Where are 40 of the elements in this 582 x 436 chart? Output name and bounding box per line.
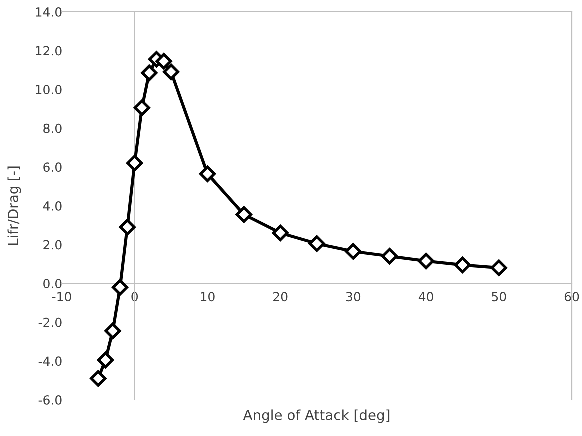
x-tick-label: 30 [346,292,361,302]
point [345,243,362,260]
y-tick-label: 6.0 [44,162,62,172]
x-tick-label: -10 [52,292,72,302]
point [156,53,172,70]
y-tick-label: 4.0 [43,201,62,211]
x-tick-label: 50 [492,292,506,302]
y-tick-label: 2.0 [44,240,62,250]
y-tick-label: 8.0 [44,124,62,134]
y-tick-label: 0.0 [44,279,62,289]
point [382,248,398,265]
x-tick-label: 20 [274,292,288,302]
point [112,279,129,296]
point [104,322,122,340]
y-tick-label: 10.0 [36,85,62,95]
point [199,166,216,182]
point [141,64,158,82]
x-axis-title: Angle of Attack [deg] [243,410,390,424]
point [418,253,435,270]
point [236,206,252,223]
point [308,236,326,252]
y-tick-label: -6.0 [38,395,62,405]
point [119,219,136,236]
point [97,352,114,368]
x-tick-label: 10 [201,292,215,302]
point [90,370,107,387]
y-tick-label: 12.0 [36,46,62,56]
y-axis-title: Lifr/Drag [-] [8,166,22,246]
point [272,224,289,242]
x-tick-label: 0 [132,292,138,302]
point [126,155,144,172]
y-tick-label: -4.0 [38,356,62,366]
point [163,64,180,80]
x-tick-label: 40 [418,292,434,302]
point [490,260,508,276]
point [454,256,471,274]
point [134,100,150,116]
y-tick-label: -2.0 [38,318,62,328]
x-tick-label: 60 [564,292,580,302]
y-tick-label: 14.0 [36,7,62,17]
